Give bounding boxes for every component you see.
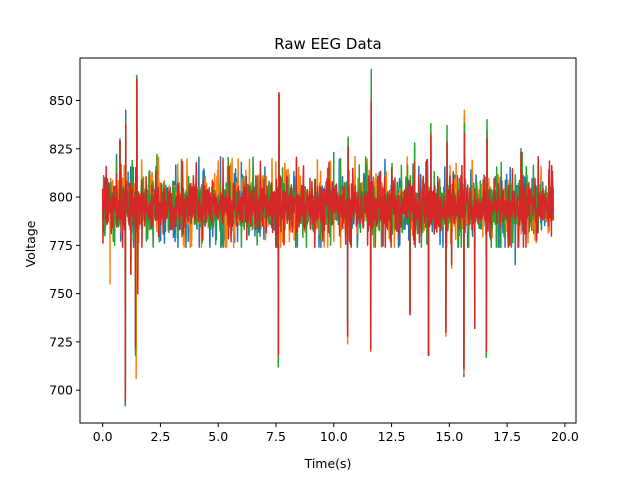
y-tick-label: 850 [49, 93, 73, 108]
y-axis-label: Voltage [23, 220, 38, 267]
axes: 0.0 2.5 5.0 7.5 10.0 12.5 15.0 17.5 20.0 700 725 75… [49, 57, 579, 444]
x-axis-label: Time(s) [304, 456, 352, 471]
x-tick-label: 10.0 [320, 429, 348, 444]
y-tick-label: 700 [49, 383, 73, 398]
series-lines [101, 68, 555, 407]
x-tick-label: 0.0 [93, 429, 113, 444]
x-tick-label: 12.5 [378, 429, 406, 444]
x-tick-label: 5.0 [208, 429, 228, 444]
plot-frame [79, 57, 577, 424]
chart-title: Raw EEG Data [274, 35, 381, 53]
x-tick-label: 15.0 [435, 429, 463, 444]
y-tick-label: 750 [49, 286, 73, 301]
y-tick-label: 725 [49, 334, 73, 349]
y-tick-label: 775 [49, 238, 73, 253]
x-tick-label: 7.5 [266, 429, 286, 444]
y-tick-label: 800 [49, 190, 73, 205]
series-line-4 [101, 78, 555, 401]
x-tick-label: 2.5 [150, 429, 170, 444]
y-tick-label: 825 [49, 141, 73, 156]
x-tick-label: 17.5 [493, 429, 521, 444]
x-tick-label: 20.0 [551, 429, 579, 444]
